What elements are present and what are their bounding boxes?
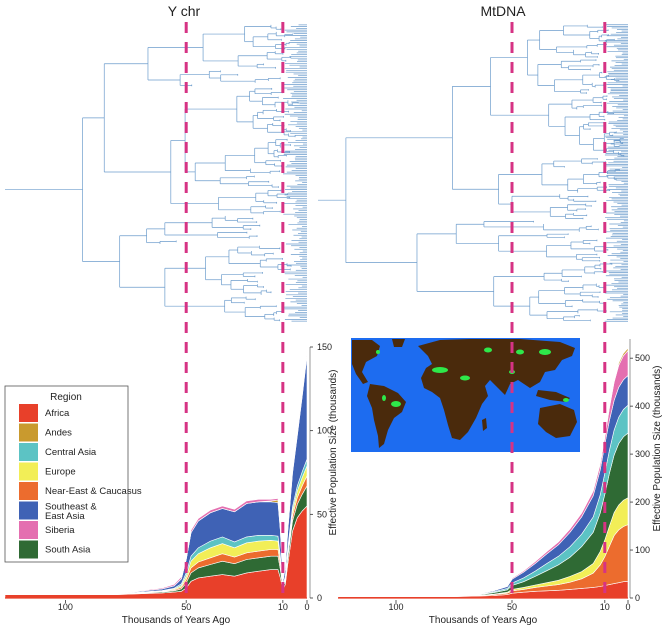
x-tick-label-2: 10 [278, 602, 288, 612]
x-tick-label-0: 100 [388, 602, 403, 612]
y-tick-label-0: 0 [635, 593, 640, 603]
map-highlight-sahara [432, 367, 448, 373]
x-axis-label: Thousands of Years Ago [122, 615, 231, 626]
area-series-7 [5, 351, 308, 595]
map-highlight-east-asia [539, 349, 551, 355]
mtdna-phylogenetic-tree [318, 24, 628, 322]
x-tick-label-1: 50 [507, 602, 517, 612]
y-tick-label-2: 200 [635, 497, 650, 507]
x-tick-label-0: 100 [58, 602, 73, 612]
x-tick-label-3: 0 [304, 602, 309, 612]
area-series-7 [338, 347, 629, 597]
world-map-inset [351, 338, 580, 452]
map-land-north-america [352, 340, 380, 384]
y-tick-label-3: 150 [317, 342, 332, 352]
legend-swatch-7 [19, 540, 38, 559]
left-panel-title: Y chr [168, 3, 201, 19]
legend-title: Region [50, 392, 82, 403]
legend-label-7: South Asia [45, 545, 91, 556]
legend-swatch-3 [19, 462, 38, 481]
y-tick-label-0: 0 [317, 593, 322, 603]
y-tick-label-1: 50 [317, 509, 327, 519]
map-land-south-america [367, 384, 406, 448]
map-highlight-amazon [382, 395, 386, 401]
legend-swatch-5 [19, 501, 38, 520]
map-land-afro-eurasia [418, 339, 575, 440]
map-highlight-andes [391, 401, 401, 407]
legend-label-1: Andes [45, 428, 72, 439]
y-axis-label: Effective Population Size (thousands) [328, 369, 339, 535]
y-tick-label-5: 500 [635, 353, 650, 363]
y-tick-label-3: 300 [635, 449, 650, 459]
x-axis-label: Thousands of Years Ago [429, 615, 538, 626]
region-legend: Region Africa Andes Central Asia Europe Near… [4, 385, 142, 563]
legend-label-5: Southeast & East Asia [45, 502, 97, 523]
map-highlight-north-america [376, 350, 380, 354]
legend-label-3: Europe [45, 467, 76, 478]
map-highlight-new-guinea [563, 398, 569, 402]
x-tick-label-2: 10 [600, 602, 610, 612]
x-tick-label-1: 50 [181, 602, 191, 612]
legend-swatch-0 [19, 404, 38, 422]
legend-label-4: Near-East & Caucasus [45, 486, 142, 497]
map-highlight-central-asia [516, 349, 524, 355]
map-land-australia [538, 404, 577, 438]
legend-swatch-1 [19, 423, 38, 442]
y-axis-label: Effective Population Size (thousands) [652, 365, 663, 531]
map-highlight-east-africa [460, 375, 470, 381]
map-land-greenland [392, 339, 405, 347]
reference-lines [184, 22, 607, 598]
y-tick-label-4: 400 [635, 401, 650, 411]
map-land-madagascar [482, 418, 487, 431]
map-land-se-asia-islands [536, 390, 570, 402]
legend-swatch-2 [19, 443, 38, 461]
y-tick-label-2: 100 [317, 426, 332, 436]
right-panel-title: MtDNA [480, 3, 526, 19]
ychr-phylogenetic-tree [5, 24, 307, 322]
legend-swatch-4 [19, 482, 38, 500]
x-tick-label-3: 0 [625, 602, 630, 612]
legend-label-0: Africa [45, 408, 70, 419]
y-tick-label-1: 100 [635, 545, 650, 555]
map-highlight-levant [484, 347, 492, 353]
legend-label-6: Siberia [45, 525, 75, 536]
legend-swatch-6 [19, 521, 38, 539]
legend-label-2: Central Asia [45, 447, 97, 458]
